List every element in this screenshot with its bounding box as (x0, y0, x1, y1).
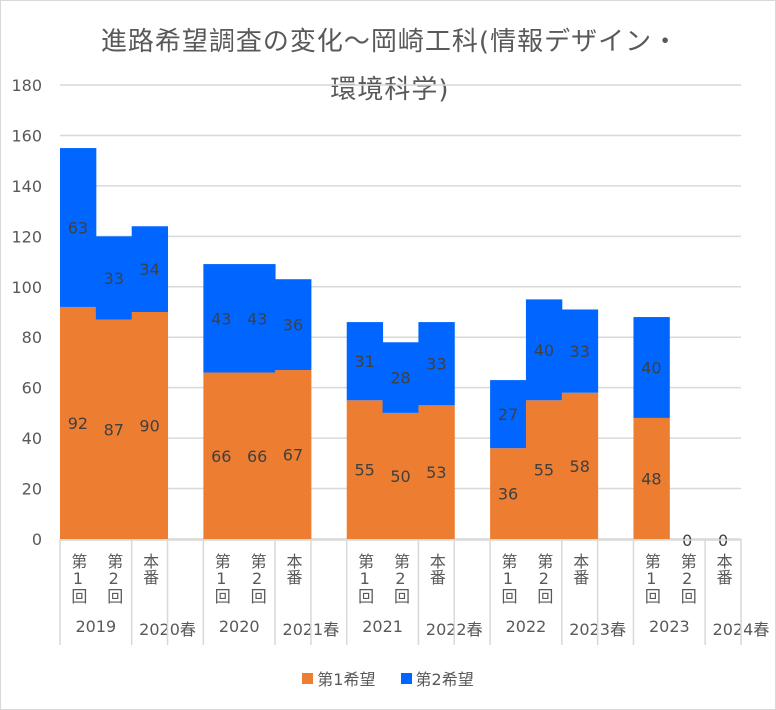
bar-series-1 (418, 405, 455, 539)
legend-label-series-1: 第1希望 (317, 670, 376, 689)
bar-series-1 (60, 306, 97, 539)
bar-series-2 (239, 264, 276, 373)
y-axis: 0 20 40 60 80 100 120 140 160 180 (11, 76, 42, 549)
bar-series-1 (346, 400, 384, 539)
data-label-series-2: 36 (283, 316, 303, 335)
y-tick-label: 160 (11, 126, 42, 145)
y-tick-label: 100 (11, 278, 42, 297)
bar-series-2 (418, 322, 455, 406)
bar-series-2 (633, 317, 670, 418)
bar-series-2 (203, 264, 240, 373)
data-label-series-1: 48 (641, 469, 661, 488)
y-tick-label: 20 (22, 480, 42, 499)
y-tick-label: 40 (22, 429, 42, 448)
bar-series-1 (382, 412, 419, 539)
data-label-series-2: 33 (426, 355, 446, 374)
y-tick-label: 140 (11, 177, 42, 196)
data-label-series-1: 87 (104, 420, 124, 439)
bar-series-1 (131, 312, 169, 539)
x-category-label: 本番 (714, 553, 733, 585)
x-category-label: 第2回 (391, 553, 410, 604)
data-label-series-1: 55 (354, 461, 374, 480)
data-label-series-2: 33 (104, 269, 124, 288)
data-label-series-1: 55 (534, 461, 554, 480)
data-label-series-1: 92 (68, 414, 88, 433)
data-label-series-2: 43 (211, 309, 231, 328)
data-label-series-1: 53 (426, 463, 446, 482)
data-label-series-1: 66 (211, 447, 231, 466)
x-group-label-year: 2023 (649, 617, 690, 636)
bar-series-2 (525, 299, 563, 401)
bar-series-1 (203, 372, 240, 539)
bar-series-2 (382, 342, 419, 413)
x-category-label: 第2回 (534, 553, 553, 604)
y-tick-label: 180 (11, 76, 42, 95)
x-category-label: 本番 (283, 553, 302, 585)
bar-series-2 (275, 279, 312, 371)
y-tick-label: 0 (32, 530, 42, 549)
x-group-label-year: 2020 (219, 617, 260, 636)
bar-series-1 (490, 448, 527, 539)
bar-series-2 (131, 226, 169, 312)
x-group-label-year: 2021 (362, 617, 403, 636)
data-label-series-1: 90 (139, 417, 159, 436)
data-label-series-2: 27 (498, 405, 518, 424)
data-label-series-2: 31 (354, 352, 374, 371)
data-label-series-1: 66 (247, 447, 267, 466)
bar-series-1 (275, 370, 312, 539)
bar-series-1 (633, 417, 670, 539)
data-label-series-1: 67 (283, 446, 303, 465)
x-category-label: 第1回 (642, 553, 661, 604)
data-label-series-1: 36 (498, 485, 518, 504)
x-category-label: 第1回 (355, 553, 374, 604)
bar-series-2 (60, 148, 97, 307)
y-tick-label: 80 (22, 328, 42, 347)
legend-swatch-series-1 (302, 672, 314, 684)
bar-series-2 (95, 236, 133, 320)
bar-series-1 (561, 392, 599, 539)
y-tick-label: 120 (11, 227, 42, 246)
bar-series-1 (525, 400, 563, 539)
x-category-label: 第1回 (499, 553, 518, 604)
bar-series-2 (346, 322, 384, 401)
legend-item-series-2: 第2希望 (400, 666, 474, 690)
legend-swatch-series-2 (400, 672, 412, 684)
bars (60, 148, 670, 539)
data-label-series-2: 34 (139, 260, 159, 279)
x-category-label: 本番 (427, 553, 446, 585)
legend-label-series-2: 第2希望 (415, 670, 474, 689)
x-category-label: 第2回 (248, 553, 267, 604)
bar-series-1 (95, 319, 133, 539)
x-group-label-year: 2019 (75, 617, 116, 636)
x-category-label: 第1回 (68, 553, 87, 604)
data-label-series-2: 40 (641, 358, 661, 377)
data-label-series-2: 40 (534, 341, 554, 360)
legend-item-series-1: 第1希望 (302, 666, 375, 690)
data-label-series-1: 58 (570, 457, 590, 476)
y-tick-label: 60 (22, 379, 42, 398)
bar-series-2 (561, 309, 599, 393)
data-label-series-2: 33 (570, 342, 590, 361)
legend: 第1希望 第2希望 (0, 666, 776, 690)
x-category-label: 本番 (140, 553, 159, 585)
bar-series-1 (239, 372, 276, 539)
data-label-series-1: 50 (390, 467, 410, 486)
chart-title: 進路希望調査の変化～岡崎工科(情報デザイン・環境科学) (100, 27, 680, 105)
x-category-label: 第2回 (678, 553, 697, 604)
data-label-series-2: 63 (68, 219, 88, 238)
x-category-label: 第2回 (104, 553, 123, 604)
x-category-label: 第1回 (212, 553, 231, 604)
x-category-label: 本番 (570, 553, 589, 585)
bar-series-2 (490, 380, 527, 449)
data-label-series-2: 28 (390, 369, 410, 388)
data-label-series-2: 43 (247, 309, 267, 328)
x-group-label-year: 2022 (506, 617, 547, 636)
